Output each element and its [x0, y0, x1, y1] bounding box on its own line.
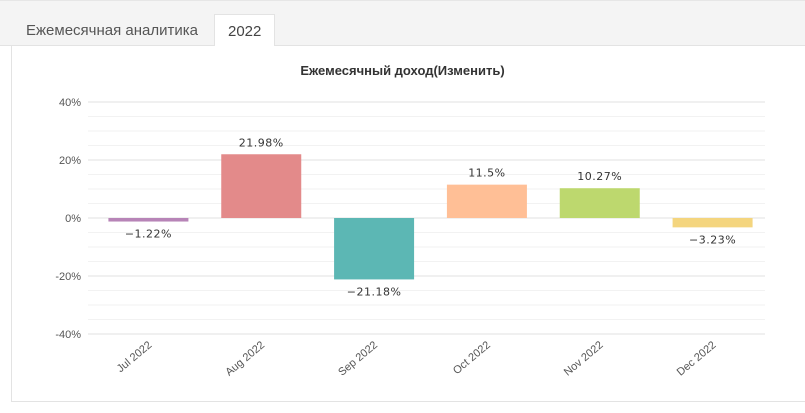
y-tick-label: -20% [55, 271, 81, 283]
bar-sep-2022 [334, 218, 415, 280]
tab-bar: Ежемесячная аналитика 2022 [0, 0, 805, 48]
data-label: −1.22% [125, 228, 172, 241]
data-label: 10.27% [577, 170, 622, 183]
x-tick-label: Oct 2022 [451, 339, 493, 377]
bar-jul-2022 [108, 218, 189, 222]
tab-2022[interactable]: 2022 [214, 14, 276, 48]
y-tick-label: 40% [59, 97, 81, 109]
x-tick-label: Dec 2022 [675, 339, 719, 378]
data-label: −3.23% [689, 233, 736, 246]
x-tick-label: Jul 2022 [115, 339, 155, 375]
x-tick-label: Nov 2022 [562, 339, 606, 378]
x-tick-label: Aug 2022 [223, 339, 267, 378]
data-label: −21.18% [347, 285, 402, 298]
y-tick-label: -40% [55, 329, 81, 341]
chart-title: Ежемесячный доход(Изменить) [300, 63, 505, 78]
data-label: 21.98% [239, 136, 284, 149]
bar-nov-2022 [559, 188, 640, 218]
y-tick-label: 0% [65, 213, 81, 225]
bar-aug-2022 [221, 154, 302, 218]
y-tick-label: 20% [59, 155, 81, 167]
data-label: 11.5% [468, 167, 505, 180]
bar-oct-2022 [446, 184, 527, 218]
tab-monthly-analytics[interactable]: Ежемесячная аналитика [26, 22, 198, 39]
x-tick-label: Sep 2022 [336, 339, 380, 378]
bar-dec-2022 [672, 218, 753, 228]
